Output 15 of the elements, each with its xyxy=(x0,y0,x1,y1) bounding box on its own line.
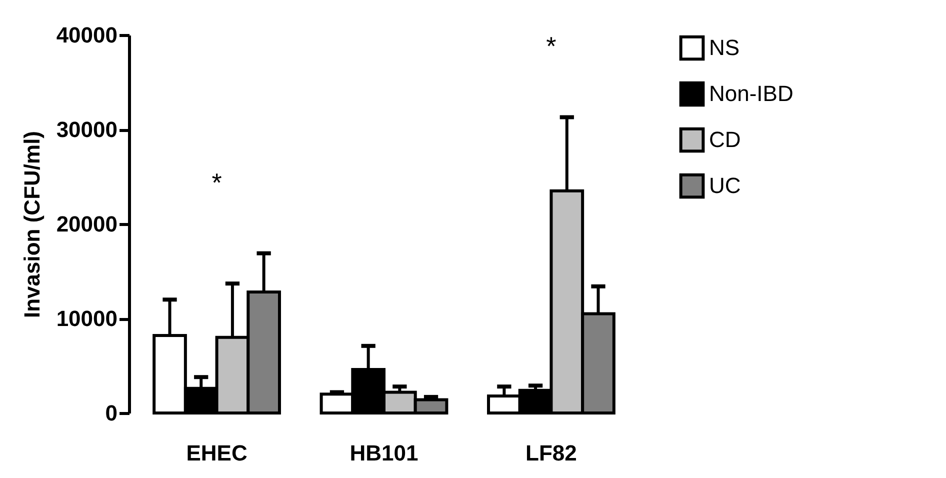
x-tick-label: LF82 xyxy=(526,440,577,466)
x-tick-label: EHEC xyxy=(186,440,248,466)
y-tick-label: 0 xyxy=(105,400,118,426)
x-tick-label: HB101 xyxy=(350,440,418,466)
y-tick-label: 30000 xyxy=(56,117,118,142)
y-tick-label: 10000 xyxy=(56,306,118,331)
legend-label: Non-IBD xyxy=(709,81,794,106)
legend-label: UC xyxy=(709,173,741,198)
annotation: * xyxy=(546,31,556,62)
y-axis-title: Invasion (CFU/ml) xyxy=(19,130,44,318)
y-tick-label: 40000 xyxy=(56,22,118,48)
y-tick-label: 20000 xyxy=(56,212,118,236)
legend-label: NS xyxy=(709,35,740,60)
annotation: * xyxy=(212,167,222,198)
legend-label: CD xyxy=(709,127,741,152)
